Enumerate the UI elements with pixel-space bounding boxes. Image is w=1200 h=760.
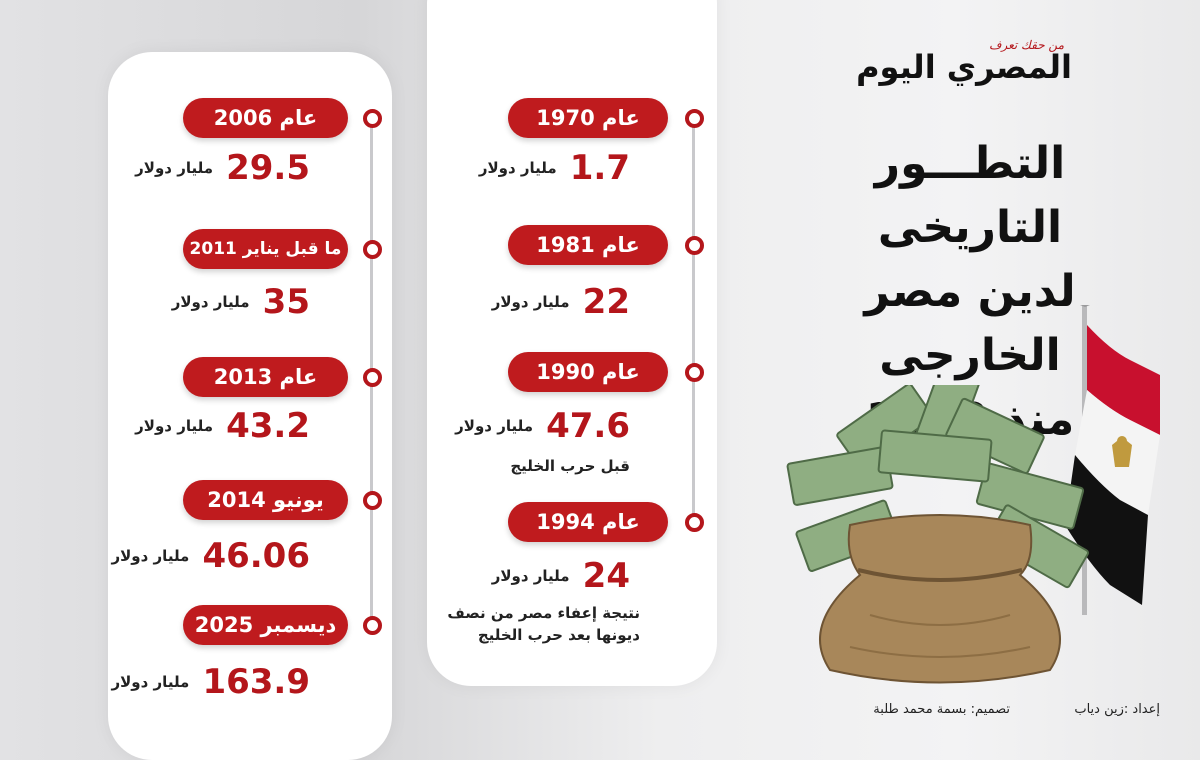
title-line-1: التطـــور التاريخى [874,138,1066,253]
year-pill-1994: عام 1994 [508,502,668,542]
timeline-dot-icon [685,363,704,382]
year-pill-2013: عام 2013 [183,357,348,397]
debt-value: 35 [262,282,310,322]
value-row-1970: 1.7 مليار دولار [440,148,630,188]
debt-value: 22 [582,282,630,322]
debt-value: 43.2 [226,406,310,446]
year-pill-dec-2025: ديسمبر 2025 [183,605,348,645]
timeline-dot-icon [363,109,382,128]
value-row-1990: 47.6 مليار دولار [440,406,630,446]
credit-design-by: تصميم: بسمة محمد طلبة [873,702,1010,717]
year-pill-jun-2014: يونيو 2014 [183,480,348,520]
debt-unit: مليار دولار [111,547,190,565]
credit-prepared-by: إعداد :زين دياب [1074,702,1160,717]
brand-tagline: من حقك تعرف [989,38,1064,52]
year-pill-1970: عام 1970 [508,98,668,138]
value-row-2013: 43.2 مليار دولار [120,406,310,446]
year-pill-1981: عام 1981 [508,225,668,265]
timeline-dot-icon [685,109,704,128]
debt-unit: مليار دولار [491,567,570,585]
timeline-dot-icon [685,513,704,532]
year-pill-1990: عام 1990 [508,352,668,392]
timeline-dot-icon [363,491,382,510]
value-row-2025: 163.9 مليار دولار [110,662,311,702]
debt-unit: مليار دولار [135,417,214,435]
credits: إعداد :زين دياب تصميم: بسمة محمد طلبة [790,702,1160,726]
year-pill-jan-2011: ما قبل يناير 2011 [183,229,348,269]
note-1990: قبل حرب الخليج [510,457,630,475]
timeline-dot-icon [363,240,382,259]
debt-unit: مليار دولار [455,417,534,435]
debt-value: 29.5 [226,148,310,188]
debt-unit: مليار دولار [491,293,570,311]
debt-unit: مليار دولار [111,673,190,691]
brand-name: المصري اليوم [856,48,1072,86]
debt-value: 24 [582,556,630,596]
title-line-2: لدين مصر الخارجى [864,266,1076,381]
year-pill-2006: عام 2006 [183,98,348,138]
value-row-2011: 35 مليار دولار [120,282,310,322]
timeline-line-middle [692,118,695,524]
timeline-dot-icon [363,616,382,635]
value-row-2006: 29.5 مليار دولار [120,148,310,188]
debt-value: 46.06 [202,536,310,576]
value-row-2014: 46.06 مليار دولار [110,536,311,576]
debt-value: 1.7 [569,148,630,188]
timeline-dot-icon [685,236,704,255]
money-bag-icon [786,385,1089,684]
value-row-1981: 22 مليار دولار [440,282,630,322]
value-row-1994: 24 مليار دولار [440,556,630,596]
debt-unit: مليار دولار [135,159,214,177]
debt-unit: مليار دولار [171,293,250,311]
debt-value: 47.6 [546,406,630,446]
timeline-dot-icon [363,368,382,387]
egypt-flag-icon [1065,305,1160,615]
debt-unit: مليار دولار [478,159,557,177]
note-1994: نتيجة إعفاء مصر من نصف ديونها بعد حرب ال… [447,604,640,644]
debt-value: 163.9 [202,662,310,702]
brand-logo: من حقك تعرف المصري اليوم [856,38,1072,90]
